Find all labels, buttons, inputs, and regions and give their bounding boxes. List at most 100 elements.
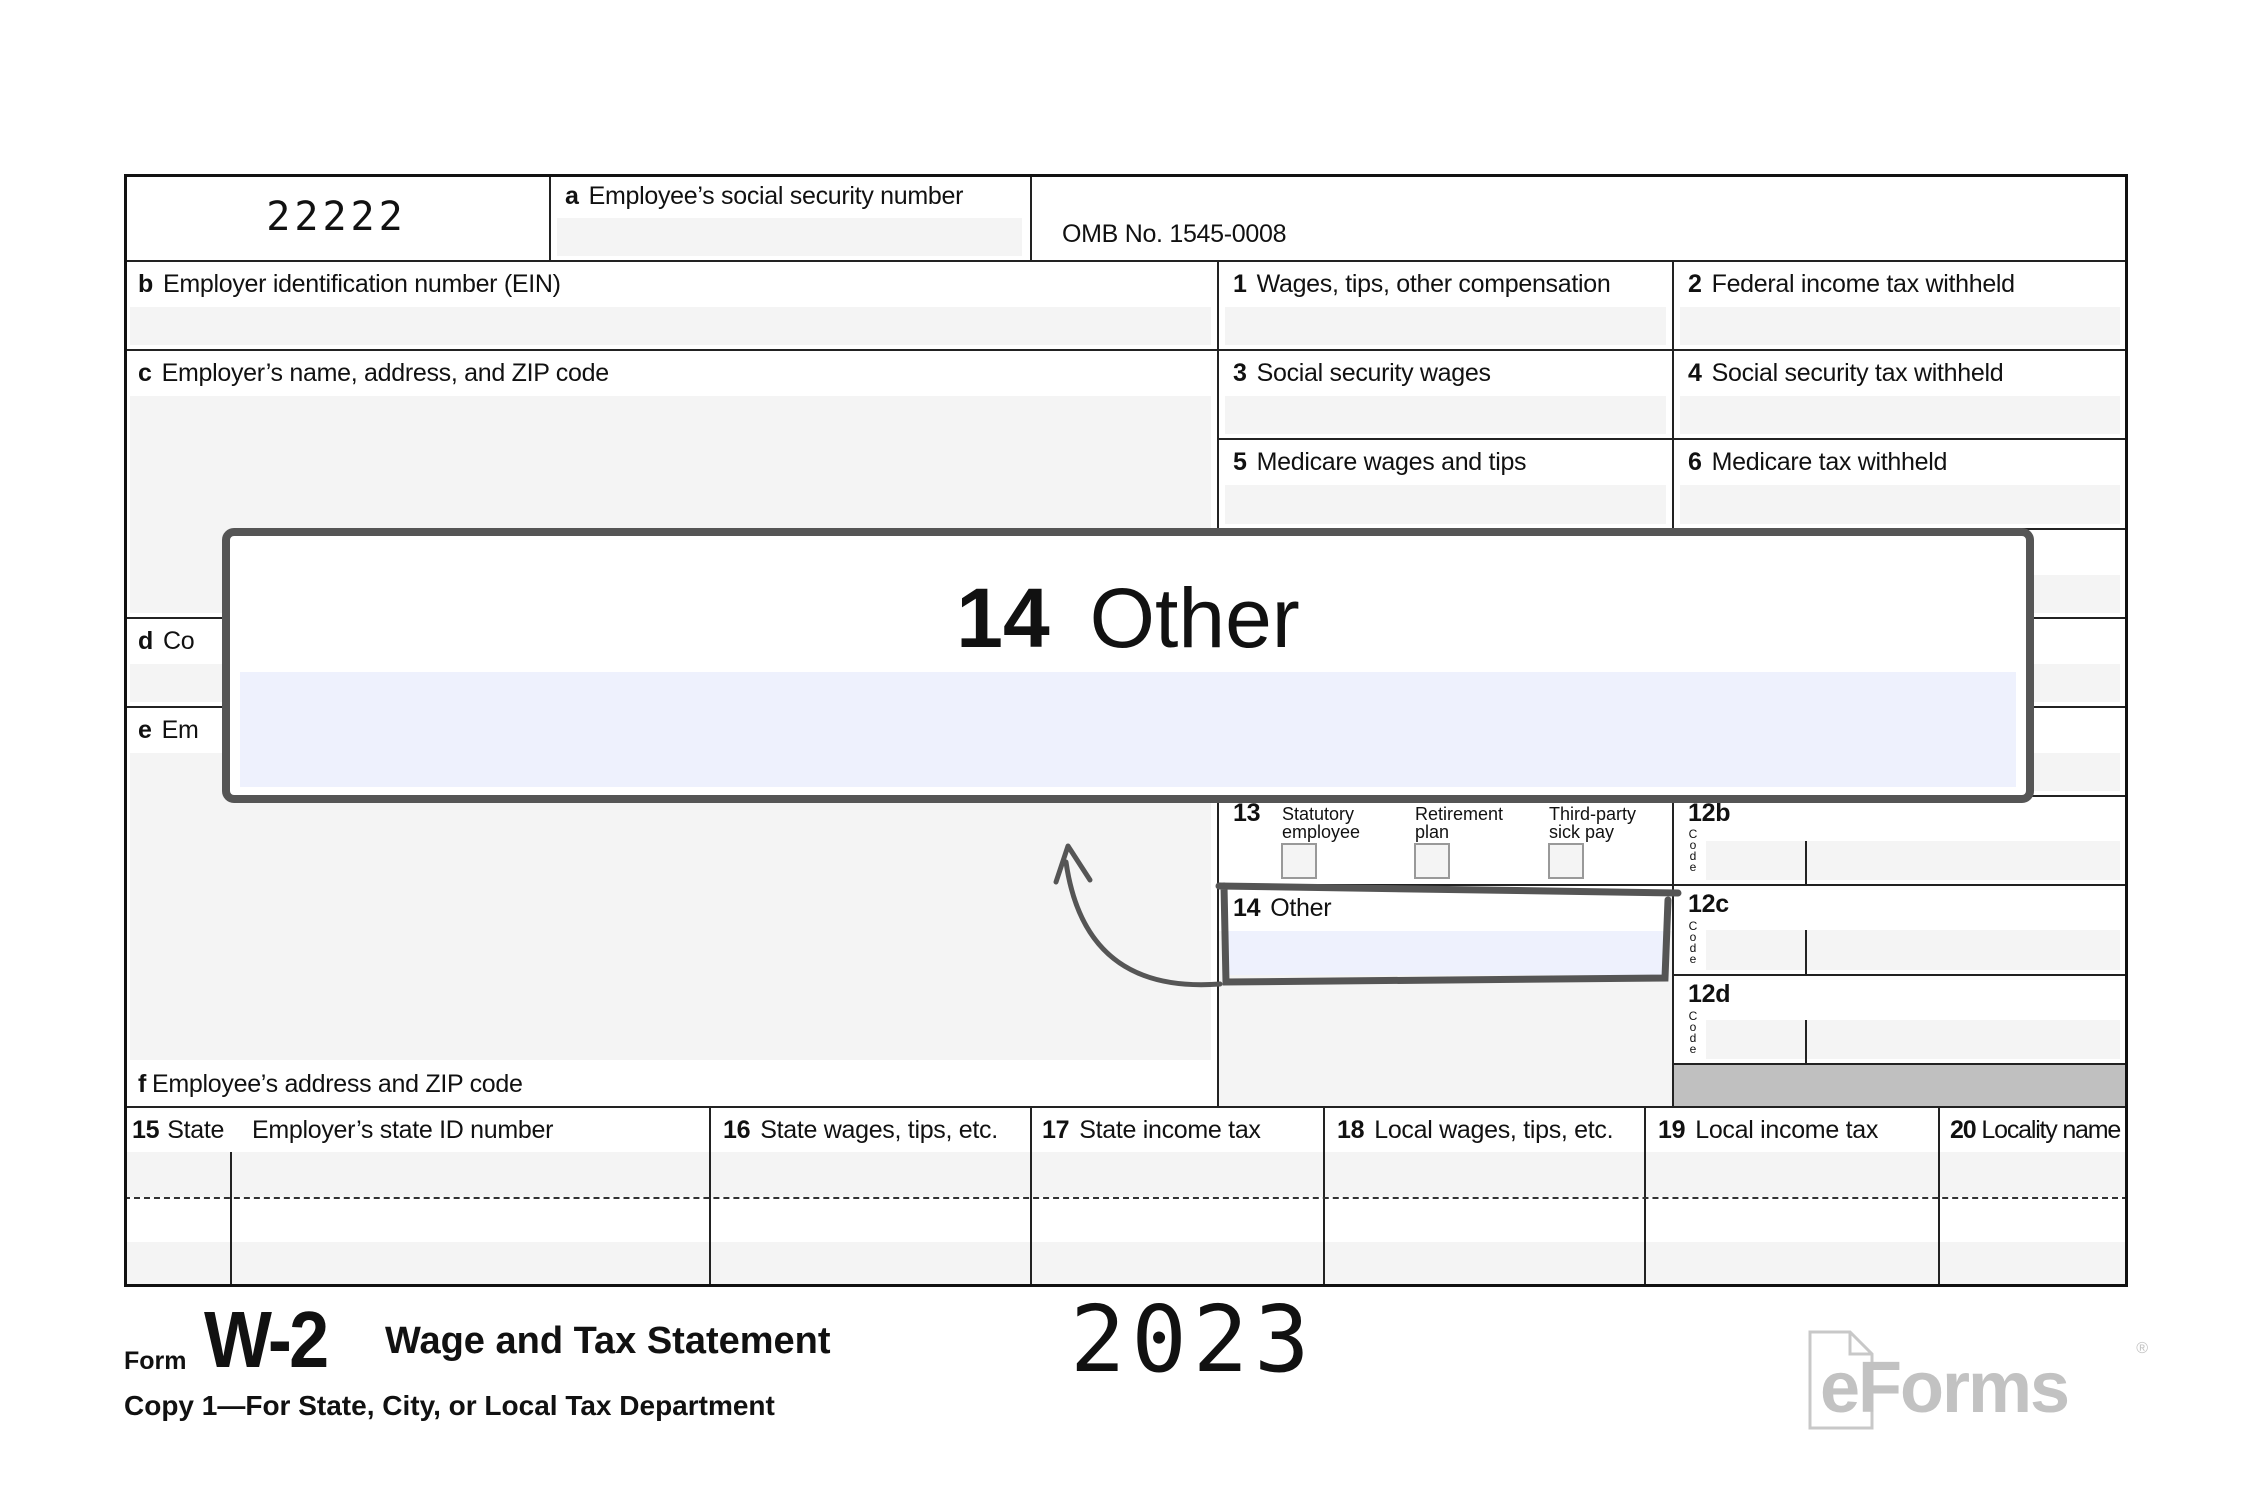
- box-13: 13 Statutory employee Retirement plan Th…: [1219, 797, 1674, 886]
- eforms-logo: eForms ®: [1806, 1330, 2148, 1430]
- callout-field: [240, 672, 2016, 787]
- ein-field[interactable]: [130, 307, 1211, 345]
- box-num: 20: [1950, 1116, 1977, 1144]
- box-letter: a: [565, 182, 579, 210]
- box-12c[interactable]: 12c Code: [1674, 886, 2128, 976]
- box-b[interactable]: b Employer identification number (EIN): [124, 262, 1219, 351]
- box-15-state-label: State: [167, 1116, 225, 1144]
- box-6[interactable]: 6 Medicare tax withheld: [1674, 440, 2128, 530]
- box-a[interactable]: a Employee’s social security number: [551, 174, 1032, 262]
- copy-label: Copy 1—For State, City, or Local Tax Dep…: [124, 1390, 775, 1421]
- box-12d-field[interactable]: [1706, 1020, 2120, 1059]
- box-4-label: Social security tax withheld: [1711, 359, 2004, 387]
- code-label: Code: [1688, 827, 1698, 874]
- box-18-label: Local wages, tips, etc.: [1374, 1116, 1614, 1144]
- control-code-box: 22222: [124, 174, 551, 262]
- dashed-separator: [124, 1197, 2128, 1199]
- retirement-plan-checkbox[interactable]: [1414, 843, 1450, 879]
- box-12b-field[interactable]: [1706, 841, 2120, 880]
- box-17-field-1[interactable]: [1032, 1152, 1323, 1197]
- box-1[interactable]: 1 Wages, tips, other compensation: [1219, 262, 1674, 351]
- box-num: 2: [1688, 270, 1702, 298]
- box-6-field[interactable]: [1680, 485, 2120, 524]
- box-17-label: State income tax: [1079, 1116, 1261, 1144]
- box-20-label: Locality name: [1981, 1116, 2121, 1144]
- code-label: Code: [1688, 919, 1698, 966]
- box-b-label: Employer identification number (EIN): [162, 270, 561, 298]
- box-1-label: Wages, tips, other compensation: [1256, 270, 1611, 298]
- divider: [1805, 841, 1807, 884]
- box-3-field[interactable]: [1225, 396, 1666, 434]
- box-20-field-2[interactable]: [1940, 1242, 2126, 1285]
- box-19-field-2[interactable]: [1646, 1242, 1938, 1285]
- box-20-field-1[interactable]: [1940, 1152, 2126, 1197]
- box-18-field-1[interactable]: [1325, 1152, 1644, 1197]
- divider: [1805, 930, 1807, 974]
- box-3-label: Social security wages: [1256, 359, 1491, 387]
- box-19-field-1[interactable]: [1646, 1152, 1938, 1197]
- box-num: 15: [132, 1116, 160, 1144]
- box-19-label: Local income tax: [1695, 1116, 1879, 1144]
- box-14-callout: 14 Other: [222, 528, 2034, 803]
- box-5-label: Medicare wages and tips: [1256, 448, 1527, 476]
- box-14-highlight-outline: [1215, 882, 1682, 986]
- box-15-id-label: Employer’s state ID number: [252, 1116, 554, 1144]
- box-12c-field[interactable]: [1706, 930, 2120, 970]
- box-c-label: Employer’s name, address, and ZIP code: [161, 359, 609, 387]
- statutory-employee-checkbox[interactable]: [1281, 843, 1317, 879]
- box-1-field[interactable]: [1225, 307, 1666, 345]
- box-4[interactable]: 4 Social security tax withheld: [1674, 351, 2128, 440]
- box-12d[interactable]: 12d Code: [1674, 976, 2128, 1065]
- employee-name-address-field[interactable]: [130, 753, 1211, 1060]
- third-party-sick-pay-checkbox[interactable]: [1548, 843, 1584, 879]
- box-14-field[interactable]: [1225, 931, 1666, 975]
- box-num: 14: [1233, 894, 1261, 922]
- box-num: 6: [1688, 448, 1702, 476]
- callout-label: Other: [1089, 571, 1300, 665]
- form-name: W-2: [204, 1295, 329, 1384]
- state-row1-field[interactable]: [124, 1152, 709, 1197]
- box-letter: b: [138, 270, 153, 298]
- box-e-label: Em: [161, 716, 199, 744]
- box-num: 12b: [1688, 799, 1731, 827]
- box-5[interactable]: 5 Medicare wages and tips: [1219, 440, 1674, 530]
- box-16-field-2[interactable]: [711, 1242, 1030, 1285]
- divider: [1805, 1020, 1807, 1063]
- box-letter: e: [138, 716, 152, 744]
- box-num: 18: [1337, 1116, 1365, 1144]
- divider: [230, 1152, 232, 1287]
- box-num: 17: [1042, 1116, 1070, 1144]
- box-num: 19: [1658, 1116, 1686, 1144]
- box-letter: f: [138, 1070, 147, 1098]
- box-5-field[interactable]: [1225, 485, 1666, 524]
- box-14-label: Other: [1270, 894, 1332, 922]
- statutory-employee-label: Statutory employee: [1282, 804, 1361, 842]
- omb-number: OMB No. 1545-0008: [1062, 220, 1287, 248]
- box-3[interactable]: 3 Social security wages: [1219, 351, 1674, 440]
- code-label: Code: [1688, 1009, 1698, 1056]
- box-num: 13: [1233, 799, 1261, 827]
- box-18-field-2[interactable]: [1325, 1242, 1644, 1285]
- ssn-field[interactable]: [557, 218, 1022, 256]
- box-num: 5: [1233, 448, 1247, 476]
- eforms-wordmark: eForms: [1820, 1348, 2070, 1428]
- registered-mark: ®: [2136, 1340, 2148, 1357]
- box-12b[interactable]: 12b Code: [1674, 797, 2128, 886]
- box-num: 3: [1233, 359, 1247, 387]
- box-2-field[interactable]: [1680, 307, 2120, 345]
- callout-num: 14: [956, 571, 1050, 665]
- state-row2-field[interactable]: [124, 1242, 709, 1285]
- box-17-field-2[interactable]: [1032, 1242, 1323, 1285]
- box-2-label: Federal income tax withheld: [1711, 270, 2015, 298]
- box-letter: c: [138, 359, 152, 387]
- box-16-field-1[interactable]: [711, 1152, 1030, 1197]
- tax-year: 2023: [1070, 1286, 1316, 1393]
- box-num: 12d: [1688, 980, 1731, 1008]
- box-num: 1: [1233, 270, 1247, 298]
- box-a-label: Employee’s social security number: [588, 182, 964, 210]
- retirement-plan-label: Retirement plan: [1415, 804, 1504, 842]
- box-4-field[interactable]: [1680, 396, 2120, 434]
- control-code: 22222: [266, 194, 407, 240]
